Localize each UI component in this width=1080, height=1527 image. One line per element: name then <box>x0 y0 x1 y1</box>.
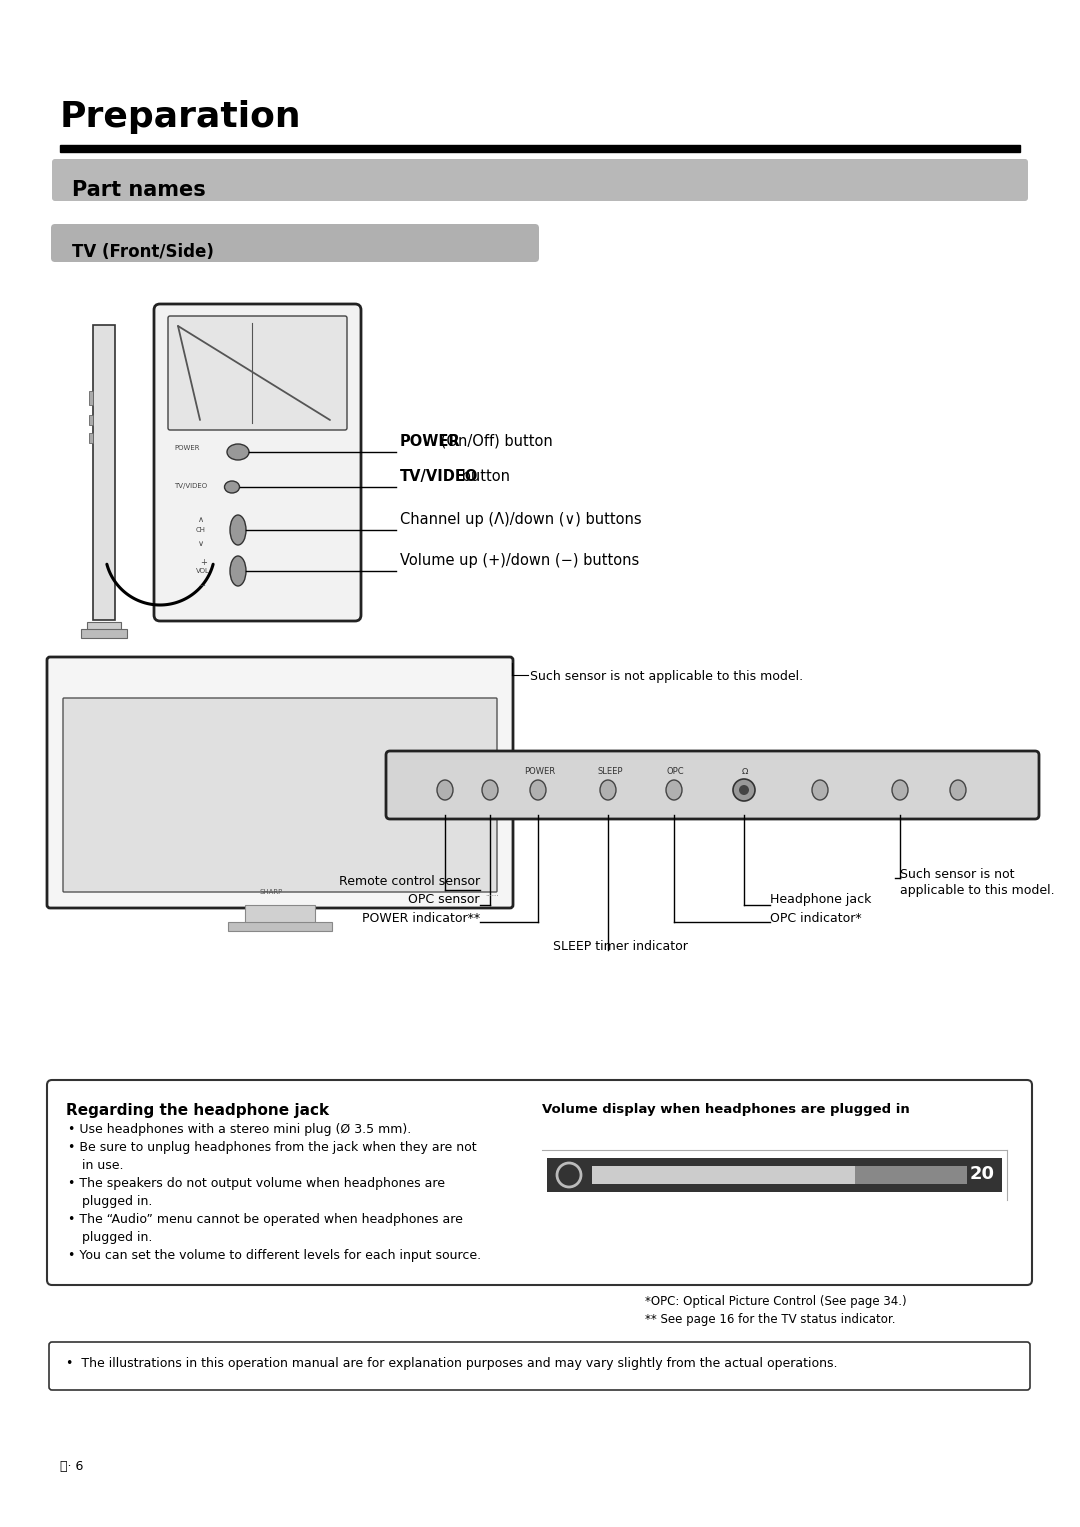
Text: • You can set the volume to different levels for each input source.: • You can set the volume to different le… <box>68 1249 481 1261</box>
Ellipse shape <box>530 780 546 800</box>
Bar <box>89 391 93 405</box>
FancyBboxPatch shape <box>49 1342 1030 1390</box>
Ellipse shape <box>230 556 246 586</box>
Bar <box>87 621 121 631</box>
Ellipse shape <box>225 481 240 493</box>
Text: Regarding the headphone jack: Regarding the headphone jack <box>66 1102 329 1118</box>
Bar <box>592 1167 967 1183</box>
Bar <box>542 1200 1007 1208</box>
Text: TV (Front/Side): TV (Front/Side) <box>72 243 214 261</box>
Text: POWER: POWER <box>174 444 200 450</box>
Text: OPC indicator*: OPC indicator* <box>770 912 862 925</box>
FancyBboxPatch shape <box>63 698 497 892</box>
FancyBboxPatch shape <box>154 304 361 621</box>
Bar <box>592 1167 854 1183</box>
Ellipse shape <box>482 780 498 800</box>
Bar <box>81 629 127 638</box>
Ellipse shape <box>950 780 966 800</box>
Text: • The “Audio” menu cannot be operated when headphones are: • The “Audio” menu cannot be operated wh… <box>68 1212 463 1226</box>
FancyBboxPatch shape <box>386 751 1039 818</box>
Text: plugged in.: plugged in. <box>82 1196 152 1208</box>
Ellipse shape <box>230 515 246 545</box>
Text: ⓔ· 6: ⓔ· 6 <box>60 1460 83 1474</box>
Text: TV/VIDEO: TV/VIDEO <box>400 469 478 484</box>
Text: 20: 20 <box>970 1165 995 1183</box>
Text: *OPC: Optical Picture Control (See page 34.)
** See page 16 for the TV status in: *OPC: Optical Picture Control (See page … <box>645 1295 906 1325</box>
Text: • Use headphones with a stereo mini plug (Ø 3.5 mm).: • Use headphones with a stereo mini plug… <box>68 1122 411 1136</box>
Ellipse shape <box>600 780 616 800</box>
Bar <box>93 325 114 620</box>
Text: POWER indicator**: POWER indicator** <box>362 912 480 925</box>
Text: •  The illustrations in this operation manual are for explanation purposes and m: • The illustrations in this operation ma… <box>66 1358 837 1370</box>
Bar <box>89 415 93 425</box>
Bar <box>89 434 93 443</box>
Text: Preparation: Preparation <box>60 99 301 134</box>
Text: OPC sensor: OPC sensor <box>408 893 480 906</box>
Text: TV/VIDEO: TV/VIDEO <box>174 483 207 489</box>
Text: • Be sure to unplug headphones from the jack when they are not: • Be sure to unplug headphones from the … <box>68 1141 476 1154</box>
Ellipse shape <box>227 444 249 460</box>
FancyBboxPatch shape <box>48 1080 1032 1286</box>
Circle shape <box>733 779 755 802</box>
Bar <box>228 922 332 931</box>
Text: ......: ...... <box>485 890 499 896</box>
Text: (On/Off) button: (On/Off) button <box>435 434 552 449</box>
Text: ∨: ∨ <box>198 539 204 548</box>
Bar <box>60 145 1020 153</box>
Ellipse shape <box>892 780 908 800</box>
Text: CH: CH <box>195 527 206 533</box>
Text: Channel up (Λ)/down (∨) buttons: Channel up (Λ)/down (∨) buttons <box>400 512 642 527</box>
Text: button: button <box>457 469 510 484</box>
Bar <box>1004 1150 1007 1200</box>
Ellipse shape <box>812 780 828 800</box>
Text: Volume up (+)/down (−) buttons: Volume up (+)/down (−) buttons <box>400 553 639 568</box>
Text: SLEEP timer indicator: SLEEP timer indicator <box>553 941 688 953</box>
Text: POWER: POWER <box>400 434 461 449</box>
Text: Headphone jack: Headphone jack <box>770 893 872 906</box>
Text: ∧: ∧ <box>198 515 204 524</box>
Bar <box>245 906 315 922</box>
Text: Such sensor is not applicable to this model.: Such sensor is not applicable to this mo… <box>530 670 804 683</box>
Text: Volume display when headphones are plugged in: Volume display when headphones are plugg… <box>542 1102 909 1116</box>
Text: • The speakers do not output volume when headphones are: • The speakers do not output volume when… <box>68 1177 445 1190</box>
Text: −: − <box>198 580 205 589</box>
Text: Such sensor is not
applicable to this model.: Such sensor is not applicable to this mo… <box>900 867 1055 896</box>
FancyBboxPatch shape <box>168 316 347 431</box>
Bar <box>546 1157 1002 1193</box>
Text: Part names: Part names <box>72 180 206 200</box>
FancyBboxPatch shape <box>51 224 539 263</box>
Text: Remote control sensor: Remote control sensor <box>339 875 480 889</box>
Ellipse shape <box>666 780 681 800</box>
Text: VOL: VOL <box>195 568 210 574</box>
Text: OPC: OPC <box>666 767 684 776</box>
Text: +: + <box>200 557 207 567</box>
FancyBboxPatch shape <box>52 159 1028 202</box>
Text: SLEEP: SLEEP <box>597 767 623 776</box>
Circle shape <box>739 785 750 796</box>
Text: Ω: Ω <box>742 767 748 776</box>
Text: POWER: POWER <box>525 767 555 776</box>
Text: plugged in.: plugged in. <box>82 1231 152 1245</box>
Text: in use.: in use. <box>82 1159 123 1173</box>
FancyBboxPatch shape <box>48 657 513 909</box>
Ellipse shape <box>437 780 453 800</box>
Text: SHARP: SHARP <box>260 889 283 895</box>
